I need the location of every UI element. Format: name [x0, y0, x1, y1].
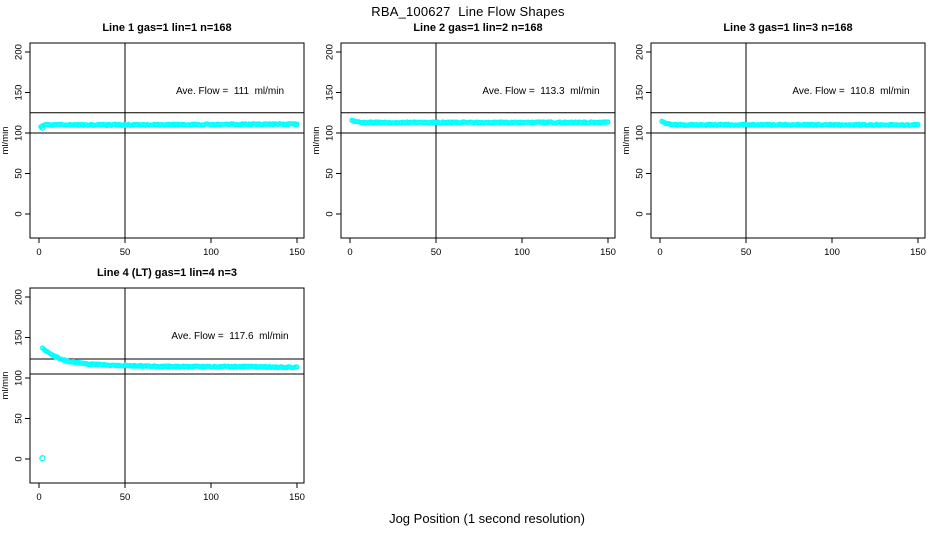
plot-area: 0 50 100 150 200 ml/min 0 50 100 150 — [2, 42, 305, 258]
x-axis: 0 50 100 150 — [347, 238, 616, 258]
y-tick-label: 100 — [635, 125, 646, 141]
y-tick-label: 150 — [14, 85, 25, 101]
figure-title: RBA_100627 Line Flow Shapes — [371, 4, 565, 19]
ave-flow-annotation: Ave. Flow = 113.3 ml/min — [482, 86, 600, 97]
plot-box — [650, 42, 926, 239]
ave-flow-annotation: Ave. Flow = 110.8 ml/min — [792, 86, 910, 97]
x-axis-title: Jog Position (1 second resolution) — [389, 511, 585, 526]
x-tick-label: 100 — [203, 247, 219, 258]
y-tick-label: 50 — [325, 168, 336, 179]
y-axis: 0 50 100 150 200 — [14, 289, 30, 462]
y-tick-label: 150 — [325, 85, 336, 101]
y-axis: 0 50 100 150 200 — [14, 44, 30, 217]
plot-box — [29, 42, 305, 239]
y-tick-label: 50 — [14, 413, 25, 424]
y-tick-label: 200 — [325, 44, 336, 60]
x-tick-label: 100 — [824, 247, 840, 258]
y-tick-label: 100 — [325, 125, 336, 141]
y-tick-label: 150 — [14, 330, 25, 346]
subplot-title: Line 3 gas=1 lin=3 n=168 — [723, 22, 853, 34]
data-points — [349, 117, 611, 126]
outlier-point — [39, 455, 46, 462]
y-tick-label: 50 — [635, 168, 646, 179]
x-tick-label: 0 — [657, 247, 662, 258]
x-tick-label: 150 — [910, 247, 926, 258]
subplot-line-4: Line 4 (LT) gas=1 lin=4 n=3 Ave. Flow = … — [2, 267, 312, 512]
y-axis: 0 50 100 150 200 — [325, 44, 341, 217]
x-tick-label: 100 — [514, 247, 530, 258]
x-tick-label: 150 — [289, 247, 305, 258]
y-tick-label: 0 — [14, 456, 25, 461]
data-points — [659, 118, 921, 128]
y-tick-label: 200 — [635, 44, 646, 60]
x-tick-label: 150 — [289, 492, 305, 503]
y-axis-label: ml/min — [313, 127, 322, 155]
y-tick-label: 0 — [14, 211, 25, 216]
x-axis: 0 50 100 150 — [36, 483, 305, 503]
plot-area: 0 50 100 150 200 ml/min 0 50 100 150 — [313, 42, 616, 258]
x-tick-label: 50 — [431, 247, 442, 258]
x-axis: 0 50 100 150 — [657, 238, 926, 258]
y-tick-label: 150 — [635, 85, 646, 101]
y-axis-label: ml/min — [623, 127, 632, 155]
y-tick-label: 200 — [14, 44, 25, 60]
plot-area: 0 50 100 150 200 ml/min 0 50 100 150 — [623, 42, 926, 258]
ave-flow-annotation: Ave. Flow = 117.6 ml/min — [171, 331, 289, 342]
y-axis: 0 50 100 150 200 — [635, 44, 651, 217]
plot-box — [340, 42, 616, 239]
subplot-line-1: Line 1 gas=1 lin=1 n=168 Ave. Flow = 111… — [2, 22, 312, 267]
y-tick-label: 100 — [14, 125, 25, 141]
y-axis-label: ml/min — [2, 127, 11, 155]
y-tick-label: 50 — [14, 168, 25, 179]
y-tick-label: 200 — [14, 289, 25, 305]
outlier-point — [39, 124, 46, 131]
subplot-title: Line 4 (LT) gas=1 lin=4 n=3 — [96, 267, 238, 279]
y-tick-label: 0 — [635, 211, 646, 216]
ave-flow-annotation: Ave. Flow = 111 ml/min — [175, 86, 285, 97]
subplot-line-2: Line 2 gas=1 lin=2 n=168 Ave. Flow = 113… — [313, 22, 623, 267]
plot-area: 0 50 100 150 200 ml/min 0 50 100 150 — [2, 287, 305, 503]
x-axis: 0 50 100 150 — [36, 238, 305, 258]
subplot-title: Line 1 gas=1 lin=1 n=168 — [102, 22, 232, 34]
x-tick-label: 0 — [36, 247, 41, 258]
data-points — [39, 345, 300, 462]
x-tick-label: 150 — [600, 247, 616, 258]
data-points — [38, 121, 300, 131]
x-tick-label: 0 — [36, 492, 41, 503]
x-tick-label: 50 — [741, 247, 752, 258]
x-tick-label: 0 — [347, 247, 352, 258]
x-tick-label: 50 — [120, 492, 131, 503]
x-tick-label: 100 — [203, 492, 219, 503]
y-tick-label: 100 — [14, 370, 25, 386]
x-tick-label: 50 — [120, 247, 131, 258]
y-axis-label: ml/min — [2, 372, 11, 400]
y-tick-label: 0 — [325, 211, 336, 216]
plot-box — [29, 287, 305, 484]
subplot-title: Line 2 gas=1 lin=2 n=168 — [413, 22, 543, 34]
subplot-line-3: Line 3 gas=1 lin=3 n=168 Ave. Flow = 110… — [623, 22, 933, 267]
